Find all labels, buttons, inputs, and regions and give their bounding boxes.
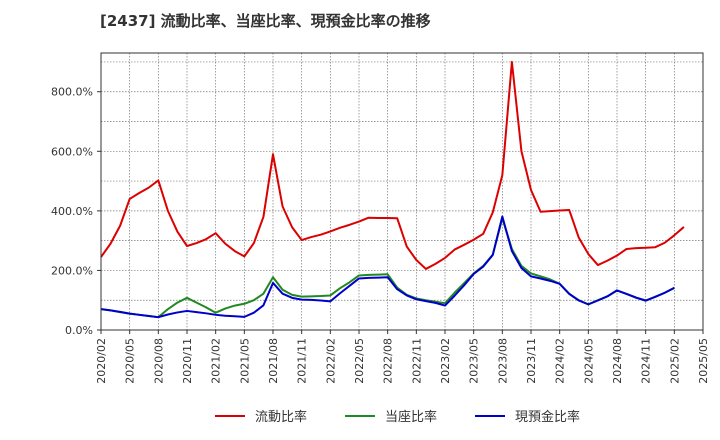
series-line-3 [100, 215, 675, 319]
x-tick-label: 2020/02 [95, 338, 108, 384]
chart-title: [2437] 流動比率、当座比率、現預金比率の推移 [100, 12, 431, 30]
x-tick-label: 2020/08 [152, 338, 165, 384]
x-tick-label: 2023/11 [525, 338, 538, 384]
x-tick-label: 2025/05 [697, 338, 710, 384]
x-tick-label: 2022/08 [382, 338, 395, 384]
series-lines [100, 60, 685, 319]
y-tick-label: 0.0% [65, 324, 93, 337]
x-tick-label: 2023/02 [439, 338, 452, 384]
x-tick-label: 2020/05 [124, 338, 137, 384]
x-axis-ticks: 2020/02 2020/05 2020/08 2020/11 2021/02 2021/… [95, 330, 710, 384]
y-tick-label: 600.0% [51, 145, 93, 158]
y-axis-ticks: 0.0% 200.0% 400.0% 600.0% 800.0% [51, 86, 101, 337]
x-tick-label: 2024/02 [554, 338, 567, 384]
x-tick-label: 2021/08 [267, 338, 280, 384]
x-tick-label: 2024/08 [611, 338, 624, 384]
x-tick-label: 2024/05 [582, 338, 595, 384]
x-tick-label: 2024/11 [640, 338, 653, 384]
x-tick-label: 2022/05 [353, 338, 366, 384]
series-line-1 [100, 60, 685, 270]
x-tick-label: 2023/08 [496, 338, 509, 384]
y-tick-label: 800.0% [51, 86, 93, 99]
x-tick-label: 2023/05 [468, 338, 481, 384]
x-tick-label: 2020/11 [181, 338, 194, 384]
legend-label-1: 流動比率 [255, 409, 307, 425]
x-tick-label: 2022/11 [410, 338, 423, 384]
x-tick-label: 2025/02 [668, 338, 681, 384]
grid [100, 53, 704, 330]
plot-frame [100, 52, 704, 331]
legend: 流動比率 当座比率 現預金比率 [215, 409, 580, 425]
y-tick-label: 200.0% [51, 264, 93, 277]
legend-label-3: 現預金比率 [515, 409, 580, 425]
x-tick-label: 2021/11 [296, 338, 309, 384]
x-tick-label: 2021/02 [210, 338, 223, 384]
x-tick-label: 2022/02 [324, 338, 337, 384]
x-tick-label: 2021/05 [238, 338, 251, 384]
y-tick-label: 400.0% [51, 205, 93, 218]
legend-label-2: 当座比率 [385, 409, 437, 425]
